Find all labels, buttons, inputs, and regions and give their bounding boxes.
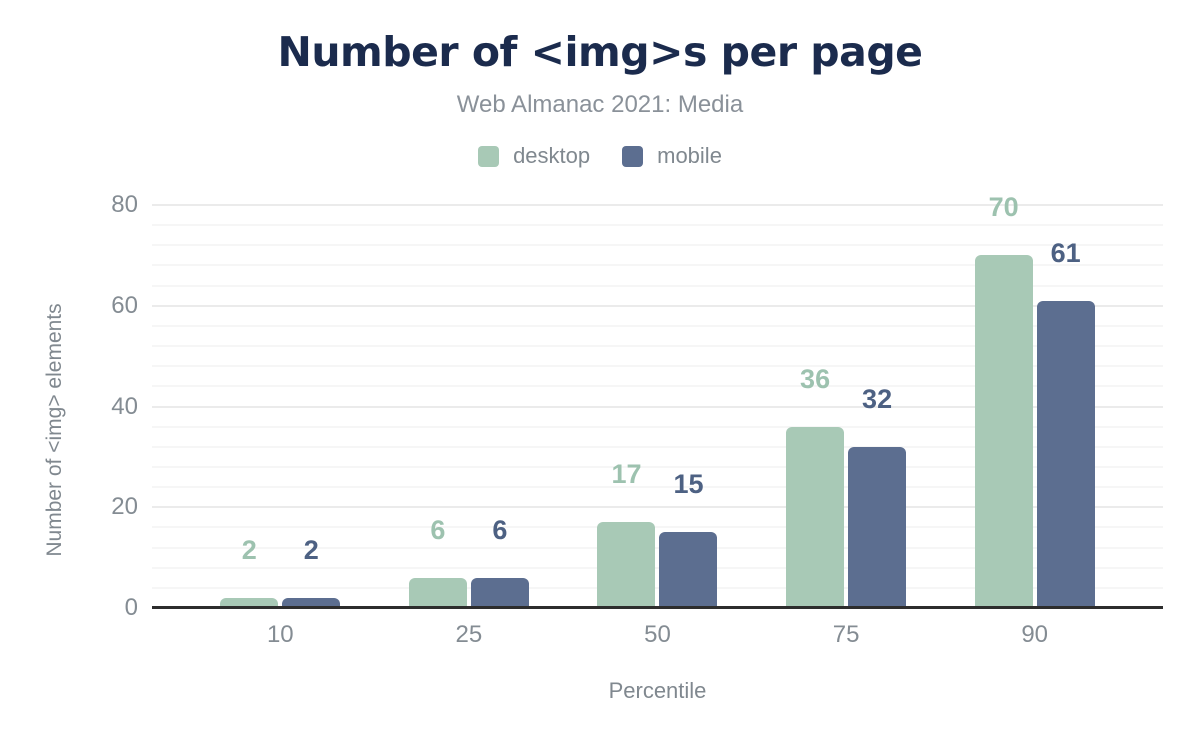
bar-desktop-p75[interactable]: 36 [786,365,845,608]
legend-label-desktop: desktop [513,143,591,168]
y-tick-60: 60 [111,291,138,319]
legend-item-desktop: desktop [478,143,590,169]
major-gridline-80 [152,204,1163,206]
x-tick-75: 75 [832,621,860,648]
major-gridline-20 [152,506,1163,509]
minor-gridline-12 [152,546,1163,549]
legend: desktop mobile [0,143,1200,169]
bar-groups: 2 2 10 6 6 25 17 15 50 36 32 75 70 61 90 [152,194,1163,648]
bar-group-90: 70 61 90 [940,194,1129,648]
x-tick-90: 90 [1021,621,1049,648]
bar-value-mobile-p25: 6 [492,514,508,545]
minor-gridline-56 [152,324,1163,327]
chart-subtitle: Web Almanac 2021: Media [456,91,744,118]
bar-group-25: 6 6 25 [375,205,564,648]
bar-desktop-p90[interactable]: 70 [974,194,1033,608]
minor-gridline-52 [152,345,1163,348]
y-tick-20: 20 [111,493,138,521]
bar-value-desktop-p50: 17 [611,459,642,490]
bar-mobile-p10[interactable]: 2 [282,536,341,608]
minor-gridline-8 [152,566,1163,569]
minor-gridline-32 [152,445,1163,448]
minor-gridline-72 [152,244,1163,247]
plot-area: 2 2 10 6 6 25 17 15 50 36 32 75 70 61 90 [152,194,1163,648]
minor-gridline-48 [152,365,1163,368]
minor-gridline-28 [152,465,1163,468]
legend-label-mobile: mobile [657,143,722,168]
bar-group-50: 17 15 50 [563,205,752,648]
bar-value-desktop-p25: 6 [430,514,446,545]
minor-gridline-44 [152,385,1163,388]
bar-desktop-p50[interactable]: 17 [597,461,656,608]
bar-mobile-p90[interactable]: 61 [1036,239,1095,608]
major-gridline-60 [152,304,1163,307]
bar-desktop-p10[interactable]: 2 [220,536,279,608]
minor-gridline-68 [152,264,1163,267]
bar-value-desktop-p90: 70 [988,192,1019,223]
bar-group-75: 36 32 75 [752,205,941,648]
x-axis-line [152,606,1163,609]
minor-gridline-16 [152,526,1163,529]
minor-gridline-64 [152,284,1163,287]
bar-mobile-p25[interactable]: 6 [470,516,529,608]
x-axis-title: Percentile [608,678,707,703]
y-tick-40: 40 [111,392,138,420]
bar-value-mobile-p75: 32 [862,383,893,414]
x-tick-10: 10 [266,621,294,648]
bar-value-desktop-p10: 2 [241,534,257,565]
bar-value-mobile-p10: 2 [303,534,319,565]
y-tick-0: 0 [124,594,138,621]
bar-value-mobile-p90: 61 [1050,237,1081,268]
x-tick-25: 25 [455,621,483,648]
bar-value-mobile-p50: 15 [673,469,704,500]
minor-gridline-76 [152,224,1163,227]
minor-gridline-36 [152,425,1163,428]
x-tick-50: 50 [644,621,671,648]
major-gridline-40 [152,405,1163,408]
minor-gridline-24 [152,486,1163,489]
bar-mobile-p75[interactable]: 32 [848,385,907,608]
bar-desktop-p25[interactable]: 6 [408,516,467,608]
legend-item-mobile: mobile [622,143,722,169]
legend-swatch-mobile [622,145,644,167]
bar-value-desktop-p75: 36 [800,363,831,394]
bar-group-10: 2 2 10 [186,205,375,648]
bar-mobile-p50[interactable]: 15 [659,471,718,608]
chart-title: Number of <img>s per page [277,28,923,76]
minor-gridline-4 [152,586,1163,589]
legend-swatch-desktop [478,145,500,167]
y-tick-80: 80 [111,191,138,218]
